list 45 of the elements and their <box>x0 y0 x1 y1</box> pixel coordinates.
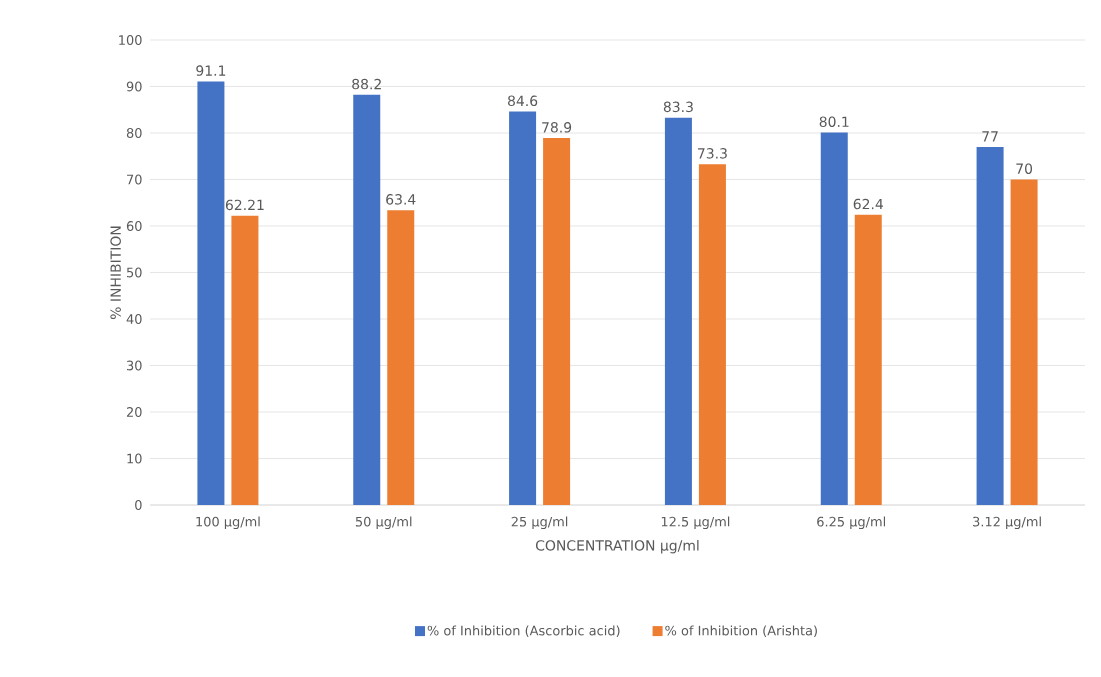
data-label: 62.4 <box>853 198 883 210</box>
data-label: 91.1 <box>196 65 226 76</box>
data-label: 78.9 <box>542 122 572 133</box>
y-tick-label: 20 <box>126 407 142 417</box>
y-tick-label: 70 <box>127 174 142 185</box>
x-tick-label: 25 µg/ml <box>511 516 568 530</box>
bar <box>231 215 259 505</box>
x-tick-label: 50 µg/ml <box>355 516 412 530</box>
data-label: 84.6 <box>508 95 538 107</box>
y-tick-label: 30 <box>126 360 142 371</box>
x-tick-label: 3.12 µg/ml <box>973 516 1041 530</box>
y-tick-label: 10 <box>127 453 142 464</box>
bar <box>698 164 726 505</box>
bar <box>976 146 1004 505</box>
y-tick-label: 60 <box>126 221 142 231</box>
legend-label: % of Inhibition (Ascorbic acid) <box>427 625 620 637</box>
bar <box>509 111 537 505</box>
y-tick-label: 100 <box>119 35 142 45</box>
bar <box>820 132 848 505</box>
y-tick-label: 0 <box>135 500 142 510</box>
x-tick-label: 6.25 µg/ml <box>817 516 886 530</box>
data-label: 70 <box>1016 163 1033 174</box>
y-tick-label: 50 <box>127 267 142 278</box>
bar <box>543 138 571 505</box>
data-label: 88.2 <box>352 78 381 90</box>
bar <box>664 117 692 505</box>
legend-label: % of Inhibition (Arishta) <box>665 625 817 637</box>
bar <box>854 214 882 505</box>
y-tick-label: 80 <box>126 128 142 138</box>
y-axis-title: % INHIBITION <box>110 226 121 320</box>
data-label: 62.21 <box>225 199 264 211</box>
data-label: 83.3 <box>663 101 693 113</box>
bar <box>197 81 225 505</box>
y-tick-label: 90 <box>126 81 142 92</box>
bar <box>353 94 381 505</box>
x-axis-title: CONCENTRATION µg/ml <box>535 539 699 554</box>
bar <box>387 210 415 505</box>
data-label: 73.3 <box>698 148 727 159</box>
y-tick-label: 40 <box>126 314 142 324</box>
data-label: 80.1 <box>819 116 849 128</box>
x-tick-label: 100 µg/ml <box>196 516 260 530</box>
x-tick-label: 12.5 µg/ml <box>661 516 730 530</box>
bar <box>1010 179 1038 505</box>
data-label: 63.4 <box>386 194 416 205</box>
data-label: 77 <box>982 131 998 142</box>
